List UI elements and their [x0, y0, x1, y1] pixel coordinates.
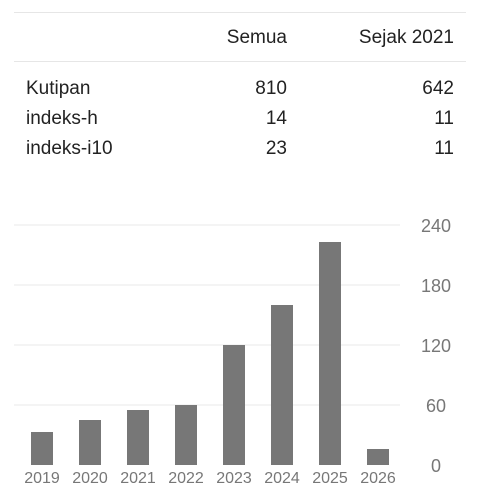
row-value-all: 810 — [255, 78, 287, 99]
header-since[interactable]: Sejak 2021 — [358, 27, 454, 48]
bar[interactable] — [127, 410, 149, 465]
y-tick-label: 0 — [431, 456, 441, 476]
x-tick-label: 2021 — [120, 470, 156, 487]
row-value-since: 642 — [422, 78, 454, 99]
row-value-since: 11 — [434, 138, 454, 159]
top-divider — [14, 12, 466, 13]
x-tick-label: 2020 — [72, 470, 108, 487]
x-tick-label: 2019 — [24, 470, 60, 487]
table-row: Kutipan 810 642 — [14, 74, 466, 104]
x-tick-label: 2024 — [264, 470, 300, 487]
bar[interactable] — [319, 242, 341, 465]
y-tick-label: 180 — [421, 276, 451, 296]
citation-stats-table: Semua Sejak 2021 Kutipan 810 642 indeks-… — [14, 12, 466, 164]
y-tick-label: 60 — [426, 396, 446, 416]
row-label[interactable]: Kutipan — [26, 78, 91, 99]
row-value-all: 23 — [265, 138, 287, 159]
x-tick-label: 2025 — [312, 470, 348, 487]
header-all[interactable]: Semua — [226, 27, 287, 48]
row-label[interactable]: indeks-i10 — [26, 138, 113, 159]
bar[interactable] — [175, 405, 197, 465]
x-tick-label: 2026 — [360, 470, 396, 487]
bar[interactable] — [31, 432, 53, 465]
table-row: indeks-h 14 11 — [14, 104, 466, 134]
table-row: indeks-i10 23 11 — [14, 134, 466, 164]
bar[interactable] — [271, 305, 293, 465]
row-value-all: 14 — [265, 108, 287, 129]
x-tick-label: 2022 — [168, 470, 204, 487]
header-divider — [14, 61, 466, 62]
bar[interactable] — [223, 345, 245, 465]
x-tick-label: 2023 — [216, 470, 252, 487]
row-value-since: 11 — [434, 108, 454, 129]
bar[interactable] — [79, 420, 101, 465]
y-tick-label: 240 — [421, 216, 451, 236]
table-header-row: Semua Sejak 2021 — [14, 13, 466, 61]
y-tick-label: 120 — [421, 336, 451, 356]
bar[interactable] — [367, 449, 389, 465]
row-label[interactable]: indeks-h — [26, 108, 98, 129]
